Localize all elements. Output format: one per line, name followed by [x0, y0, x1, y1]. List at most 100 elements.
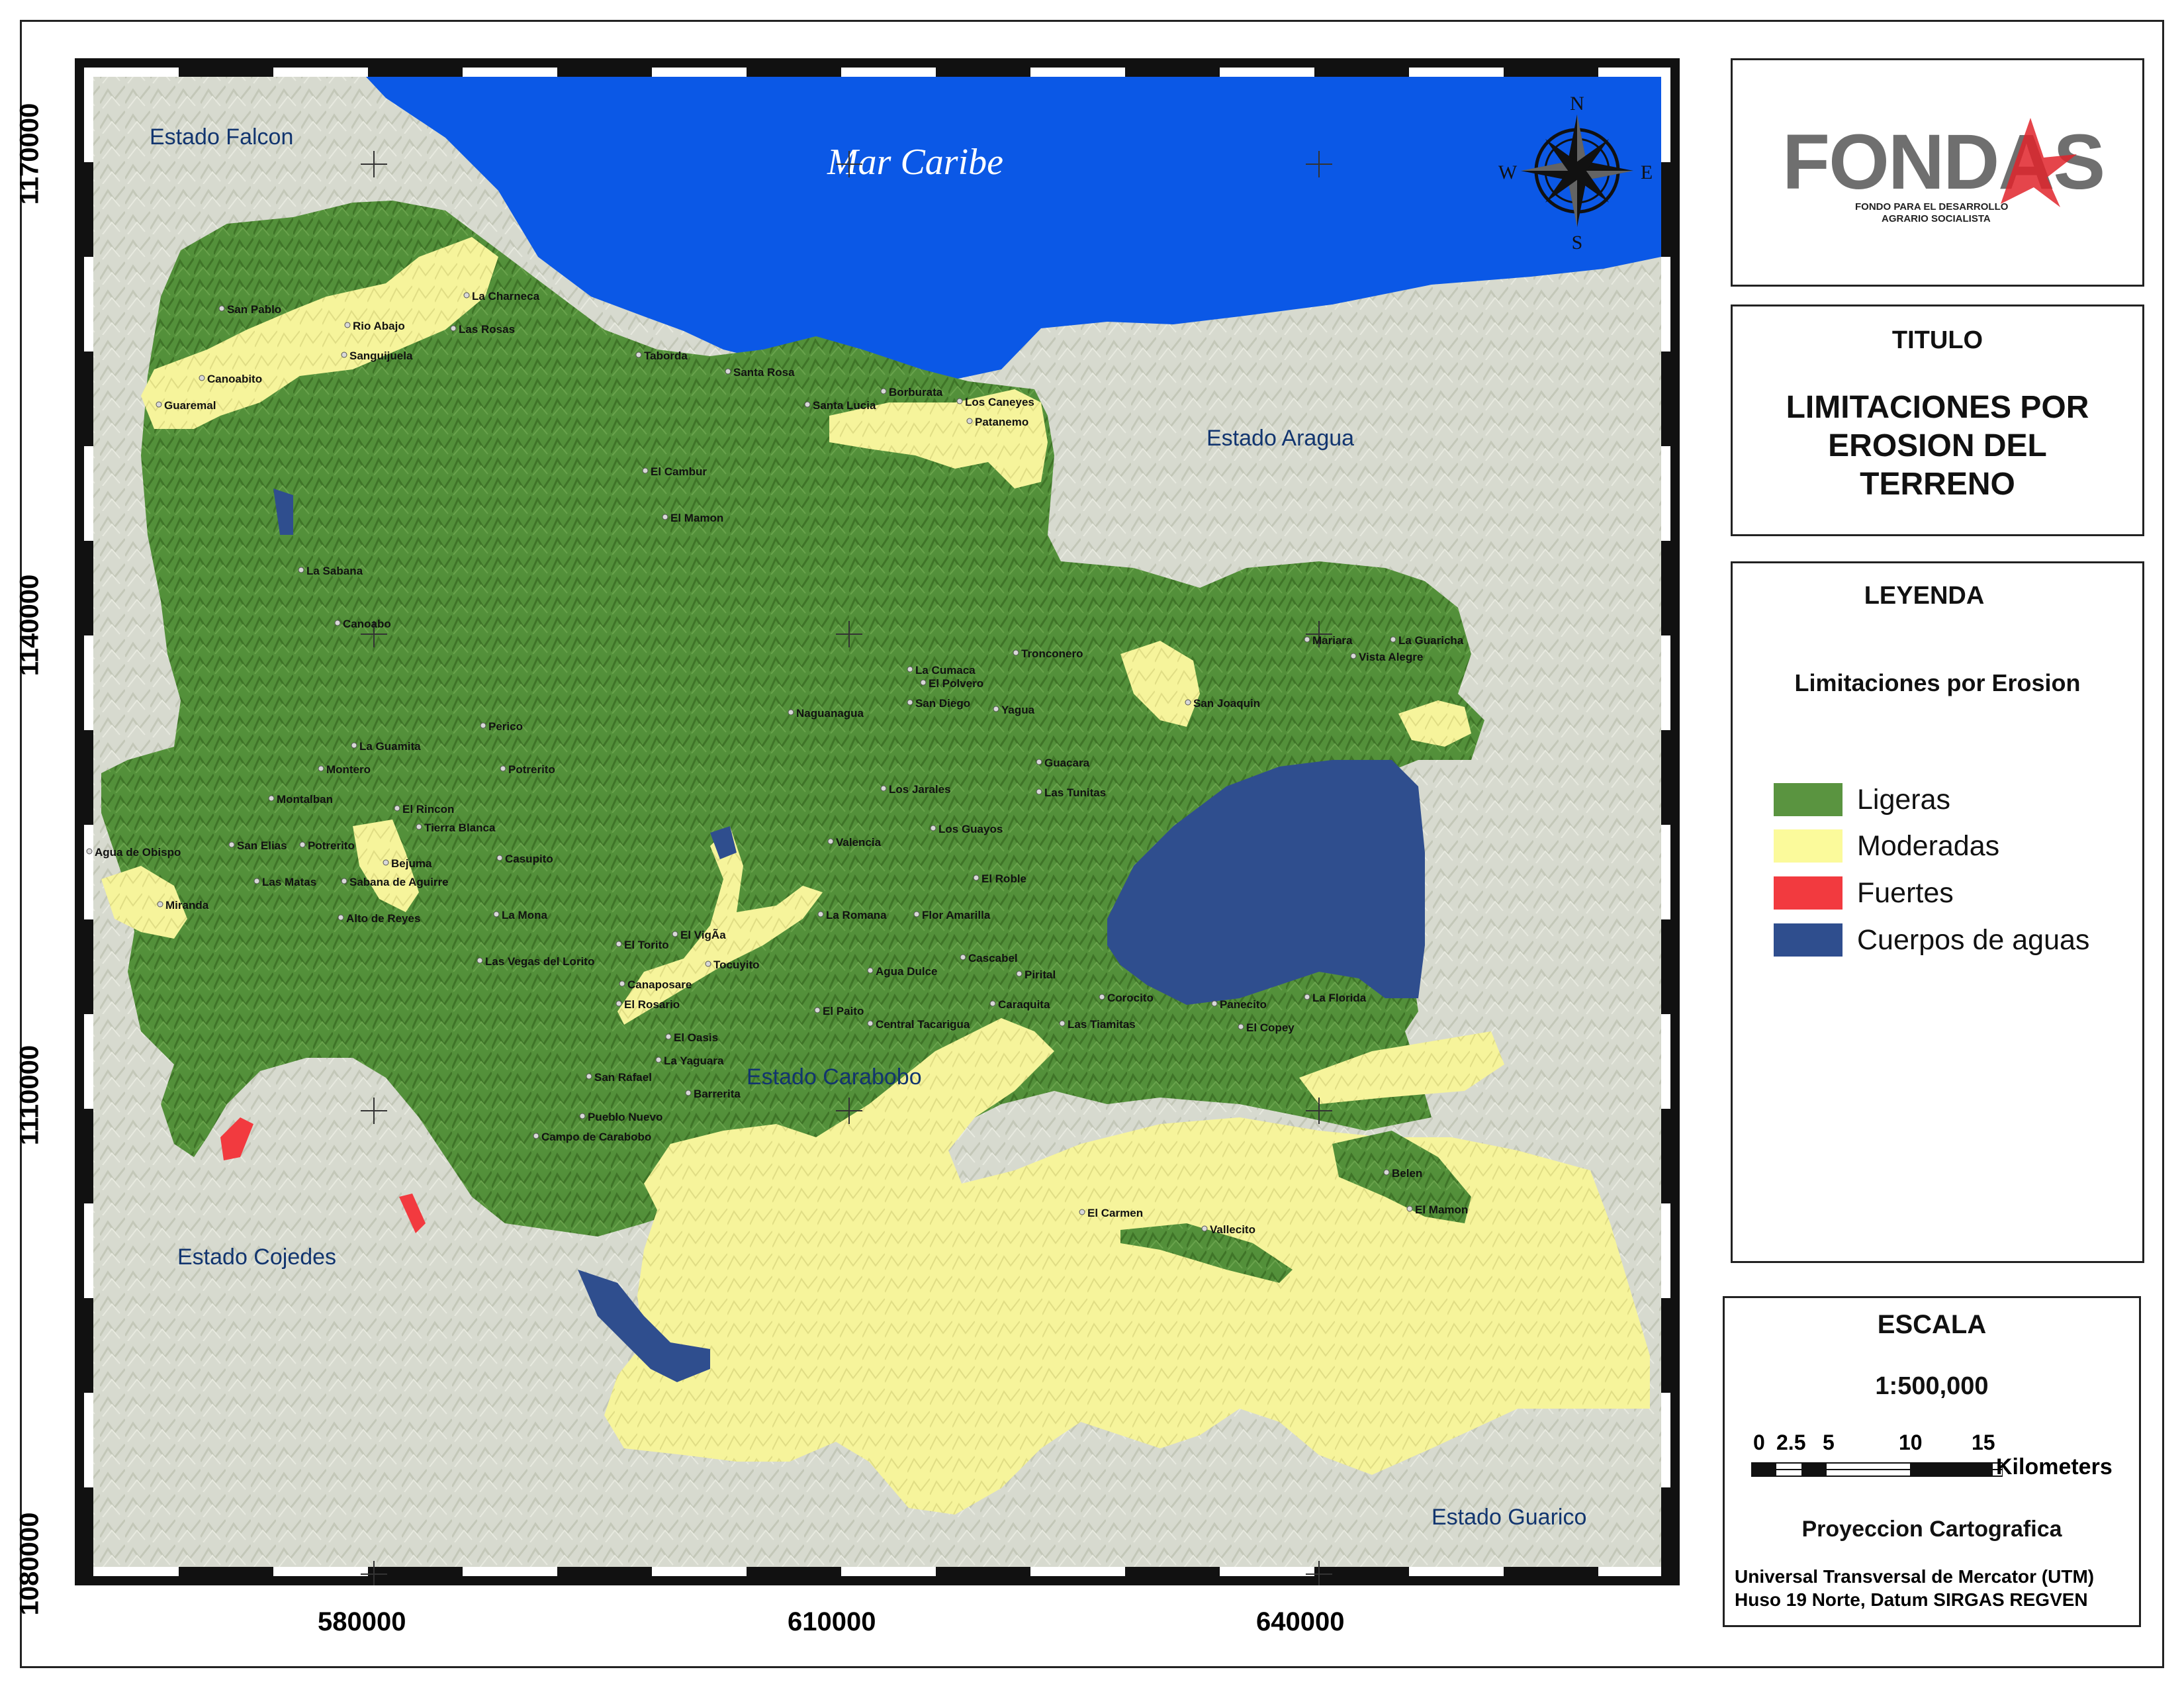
place-label: Tronconero	[1021, 647, 1083, 660]
place-marker	[705, 961, 711, 967]
outer-frame	[20, 20, 2164, 1668]
compass-w: W	[1498, 162, 1518, 183]
scale-tick-0: 0	[1753, 1430, 1765, 1454]
title-panel: TITULO LIMITACIONES POR EROSION DEL TERR…	[1731, 305, 2144, 536]
place-label: Pueblo Nuevo	[588, 1111, 662, 1123]
place-label: Las Matas	[262, 876, 316, 888]
place-marker	[655, 1056, 662, 1063]
embalse-south	[578, 1270, 710, 1382]
place-label: Canaposare	[627, 978, 692, 991]
scale-tick-15: 15	[1972, 1430, 1995, 1454]
place-label: Rio Abajo	[353, 320, 405, 332]
compass-n: N	[1570, 93, 1584, 115]
scale-tick-2-5: 2.5	[1776, 1430, 1806, 1454]
place-label: La Romana	[826, 909, 887, 921]
legend-label-cuerpos-de-aguas: Cuerpos de aguas	[1857, 923, 2090, 956]
place-marker	[662, 514, 668, 520]
place-marker	[615, 941, 622, 947]
place-marker	[299, 841, 306, 848]
place-label: El Mamon	[1415, 1203, 1468, 1216]
place-label: El Torito	[624, 939, 669, 951]
x-label-580000: 580000	[318, 1607, 406, 1636]
place-marker	[817, 911, 824, 917]
place-label: Cascabel	[968, 952, 1018, 964]
scale-tick-5: 5	[1823, 1430, 1835, 1454]
place-marker	[725, 368, 731, 375]
place-label: Tocuyito	[713, 959, 760, 971]
scale-panel: ESCALA 1:500,000 0 2.5 5 10 15 Kilometer…	[1723, 1296, 2141, 1627]
place-marker	[867, 967, 874, 974]
place-label: La Cumaca	[915, 664, 976, 677]
place-label: Canoabito	[207, 373, 262, 385]
place-marker	[1016, 970, 1023, 977]
place-label: Corocito	[1107, 992, 1154, 1004]
place-marker	[334, 620, 341, 626]
place-marker	[500, 765, 506, 772]
place-marker	[218, 305, 225, 312]
region-moderadas-coast-center	[829, 389, 1048, 489]
place-label: Montero	[326, 763, 371, 776]
place-label: Miranda	[165, 899, 209, 912]
place-label: Las Vegas del Lorito	[485, 955, 594, 968]
grid-crosses	[361, 151, 1332, 1585]
place-marker	[880, 785, 887, 792]
place-label: Las Tunitas	[1044, 786, 1106, 799]
place-marker	[394, 805, 400, 812]
place-marker	[157, 901, 163, 908]
logo-tagline-2: AGRARIO SOCIALISTA	[1882, 213, 1991, 224]
place-label: El Paito	[823, 1005, 864, 1017]
place-marker	[1099, 994, 1105, 1000]
legend-swatch-ligeras	[1774, 783, 1843, 816]
place-marker	[827, 838, 834, 845]
place-label: El Carmen	[1087, 1207, 1143, 1219]
place-label: Taborda	[644, 350, 688, 362]
label-estado-guarico: Estado Guarico	[1432, 1505, 1586, 1530]
legend-panel: LEYENDA Limitaciones por Erosion Ligeras…	[1731, 561, 2144, 1263]
place-label: La Florida	[1312, 992, 1367, 1004]
place-marker	[1390, 636, 1396, 643]
place-marker	[880, 388, 887, 395]
scale-tick-10: 10	[1899, 1430, 1923, 1454]
map-title-line-3: TERRENO	[1860, 467, 2015, 502]
scale-heading: ESCALA	[1877, 1310, 1987, 1339]
place-label: Vista Alegre	[1359, 651, 1423, 663]
legend-item-fuertes: Fuertes	[1774, 875, 1954, 911]
map-title-line-1: LIMITACIONES POR	[1786, 390, 2089, 425]
place-marker	[973, 874, 979, 881]
place-label: Belen	[1392, 1167, 1422, 1180]
place-label: Agua Dulce	[876, 965, 938, 978]
place-label: Santa Lucia	[813, 399, 876, 412]
place-label: El Rosario	[624, 998, 680, 1011]
region-ligeras-south-patch	[1332, 1131, 1471, 1223]
place-marker	[533, 1133, 539, 1139]
place-marker	[1036, 759, 1042, 765]
place-marker	[788, 709, 794, 716]
place-marker	[1036, 788, 1042, 795]
place-marker	[907, 666, 913, 673]
place-label: El Copey	[1246, 1021, 1295, 1034]
place-label: Yagua	[1001, 704, 1035, 716]
place-marker	[685, 1090, 692, 1096]
place-label: San Joaquin	[1193, 697, 1260, 710]
place-label: Guacara	[1044, 757, 1090, 769]
place-marker	[665, 1033, 672, 1040]
place-marker	[199, 375, 205, 381]
place-label: Agua de Obispo	[95, 846, 181, 859]
place-marker	[586, 1073, 592, 1080]
place-label: Pirital	[1024, 968, 1056, 981]
lago-de-valencia	[1107, 760, 1425, 1005]
place-marker	[1185, 699, 1191, 706]
place-label: Patanemo	[975, 416, 1028, 428]
place-label: Santa Rosa	[733, 366, 795, 379]
y-label-1170000: 1170000	[15, 103, 44, 205]
place-label: El Mamon	[670, 512, 723, 524]
place-marker	[619, 980, 625, 987]
place-label: Borburata	[889, 386, 943, 399]
fondas-logo: FONDAS FONDO PARA EL DESARROLLO AGRARIO …	[1782, 118, 2105, 224]
place-label: La Yaguara	[664, 1055, 724, 1067]
place-marker	[579, 1113, 586, 1119]
legend-item-ligeras: Ligeras	[1774, 782, 1950, 818]
legend-heading: LEYENDA	[1864, 582, 1985, 610]
place-label: Guaremal	[164, 399, 216, 412]
place-label: Campo de Carabobo	[541, 1131, 651, 1143]
